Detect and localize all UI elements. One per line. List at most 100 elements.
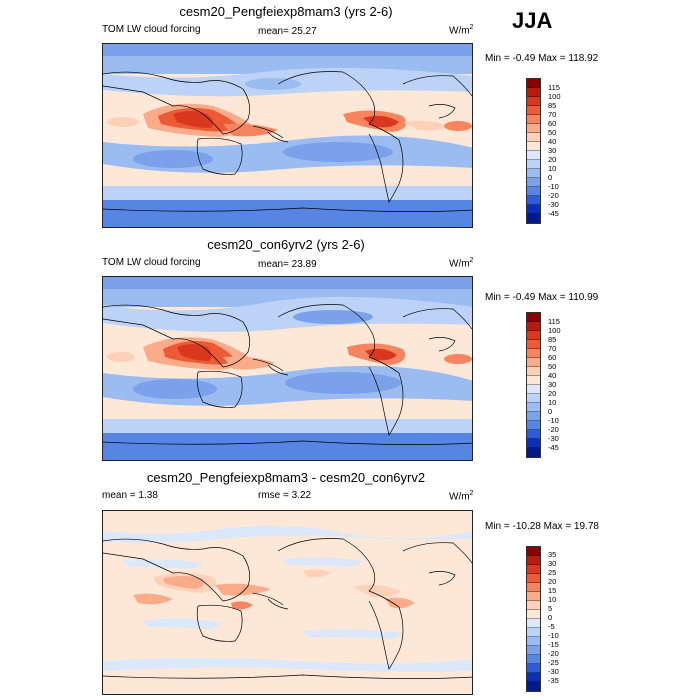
colorbar-tick-label: -5 <box>548 622 555 631</box>
colorbar-tick-label: 30 <box>548 380 557 389</box>
colorbar-tick-label: 20 <box>548 155 557 164</box>
panel3-title: cesm20_Pengfeiexp8mam3 - cesm20_con6yrv2 <box>146 470 426 485</box>
colorbar-swatch <box>527 439 540 448</box>
colorbar-tick-label: 50 <box>548 128 557 137</box>
panel3-units-base: W/m <box>449 491 470 503</box>
season-label: JJA <box>512 8 553 33</box>
colorbar-tick-label: 70 <box>548 110 557 119</box>
colorbar-swatch <box>527 664 540 673</box>
colorbar-swatch <box>527 331 540 340</box>
panel3-map-svg <box>103 525 472 679</box>
panel1-map-svg <box>103 44 472 227</box>
colorbar-tick-label: 0 <box>548 613 553 622</box>
colorbar-swatch <box>527 682 540 691</box>
panel2-mean-label: mean= 23.89 <box>258 259 317 270</box>
panel1-mean-label: mean= 25.27 <box>258 26 317 37</box>
colorbar-tick-label: -35 <box>548 676 559 685</box>
colorbar-swatch <box>527 322 540 331</box>
colorbar-swatch <box>527 79 540 88</box>
colorbar-tick-label: -20 <box>548 649 559 658</box>
colorbar-tick-label: -30 <box>548 200 559 209</box>
colorbar-swatch <box>527 367 540 376</box>
colorbar-swatch <box>527 115 540 124</box>
colorbar-swatch <box>527 187 540 196</box>
panel2-units-base: W/m <box>449 258 470 270</box>
colorbar-swatch <box>527 313 540 322</box>
colorbar-tick-label: 100 <box>548 92 561 101</box>
colorbar-tick-label: 70 <box>548 344 557 353</box>
colorbar-tick-label: -10 <box>548 631 559 640</box>
colorbar-swatch <box>527 160 540 169</box>
colorbar-swatch <box>527 205 540 214</box>
colorbar-swatch <box>527 601 540 610</box>
panel1-minmax: Min = -0.49 Max = 118.92 <box>485 53 599 64</box>
colorbar-swatch <box>527 673 540 682</box>
colorbar-tick-label: 100 <box>548 326 561 335</box>
colorbar-tick-label: 60 <box>548 119 557 128</box>
colorbar-swatch <box>527 151 540 160</box>
colorbar-swatch <box>527 574 540 583</box>
colorbar-swatch <box>527 610 540 619</box>
colorbar-tick-label: -45 <box>548 209 559 218</box>
colorbar-tick-label: 10 <box>548 398 557 407</box>
panel3-rmse-label: rmse = 3.22 <box>258 490 312 501</box>
colorbar-swatch <box>527 106 540 115</box>
panel2-title: cesm20_con6yrv2 (yrs 2-6) <box>207 237 365 252</box>
panel3-units: W/m2 <box>449 490 473 502</box>
colorbar-swatch <box>527 655 540 664</box>
colorbar-tick-label: -20 <box>548 191 559 200</box>
colorbar-tick-label: -10 <box>548 182 559 191</box>
colorbar-tick-label: 35 <box>548 550 557 559</box>
colorbar-swatch <box>527 214 540 223</box>
panel3-map <box>102 510 473 695</box>
colorbar-swatch <box>527 565 540 574</box>
colorbar-tick-label: -15 <box>548 640 559 649</box>
panel3-colorbar-ticks: 35 30 25 20 15 10 5 0 -5 -10 -15 -20 -25 -30 -35 <box>548 550 559 685</box>
colorbar-swatch <box>527 583 540 592</box>
colorbar-tick-label: -10 <box>548 416 559 425</box>
colorbar-swatch <box>527 556 540 565</box>
colorbar-tick-label: 40 <box>548 137 557 146</box>
colorbar-swatch <box>527 430 540 439</box>
colorbar-swatch <box>527 403 540 412</box>
panel2-units-exp: 2 <box>469 257 474 264</box>
colorbar-tick-label: 20 <box>548 577 557 586</box>
colorbar-swatch <box>527 637 540 646</box>
colorbar-swatch <box>527 385 540 394</box>
colorbar-tick-label: 115 <box>548 83 560 92</box>
panel3-mean-label: mean = 1.38 <box>102 490 158 501</box>
colorbar-swatch <box>527 628 540 637</box>
colorbar-swatch <box>527 358 540 367</box>
colorbar-tick-label: 40 <box>548 371 557 380</box>
colorbar-swatch <box>527 196 540 205</box>
colorbar-swatch <box>527 619 540 628</box>
colorbar-swatch <box>527 169 540 178</box>
colorbar-tick-label: -30 <box>548 667 559 676</box>
colorbar-swatch <box>527 97 540 106</box>
colorbar-tick-label: 20 <box>548 389 557 398</box>
panel2-colorbar-ticks: 115 100 85 70 60 50 40 30 20 10 0 -10 -20 -30 -45 <box>548 317 561 452</box>
colorbar-swatch <box>527 646 540 655</box>
panel1-left-label: TOM LW cloud forcing <box>102 24 201 35</box>
colorbar-tick-label: 5 <box>548 604 553 613</box>
colorbar-tick-label: 30 <box>548 146 557 155</box>
colorbar-swatch <box>527 88 540 97</box>
panel1-title: cesm20_Pengfeiexp8mam3 (yrs 2-6) <box>179 4 393 19</box>
colorbar-tick-label: 115 <box>548 317 560 326</box>
panel1-map <box>102 43 473 228</box>
panel2-map-svg <box>103 277 472 460</box>
colorbar-tick-label: 85 <box>548 335 557 344</box>
colorbar-swatch <box>527 178 540 187</box>
colorbar-tick-label: 10 <box>548 164 557 173</box>
colorbar-swatch <box>527 376 540 385</box>
panel2-map <box>102 276 473 461</box>
colorbar-swatch <box>527 142 540 151</box>
panel1-colorbar <box>526 78 541 224</box>
colorbar-swatch <box>527 340 540 349</box>
panel1-units-base: W/m <box>449 25 470 37</box>
panel2-colorbar <box>526 312 541 458</box>
colorbar-tick-label: -20 <box>548 425 559 434</box>
colorbar-tick-label: 15 <box>548 586 557 595</box>
colorbar-tick-label: 25 <box>548 568 557 577</box>
panel2-minmax: Min = -0.49 Max = 110.99 <box>485 292 599 303</box>
